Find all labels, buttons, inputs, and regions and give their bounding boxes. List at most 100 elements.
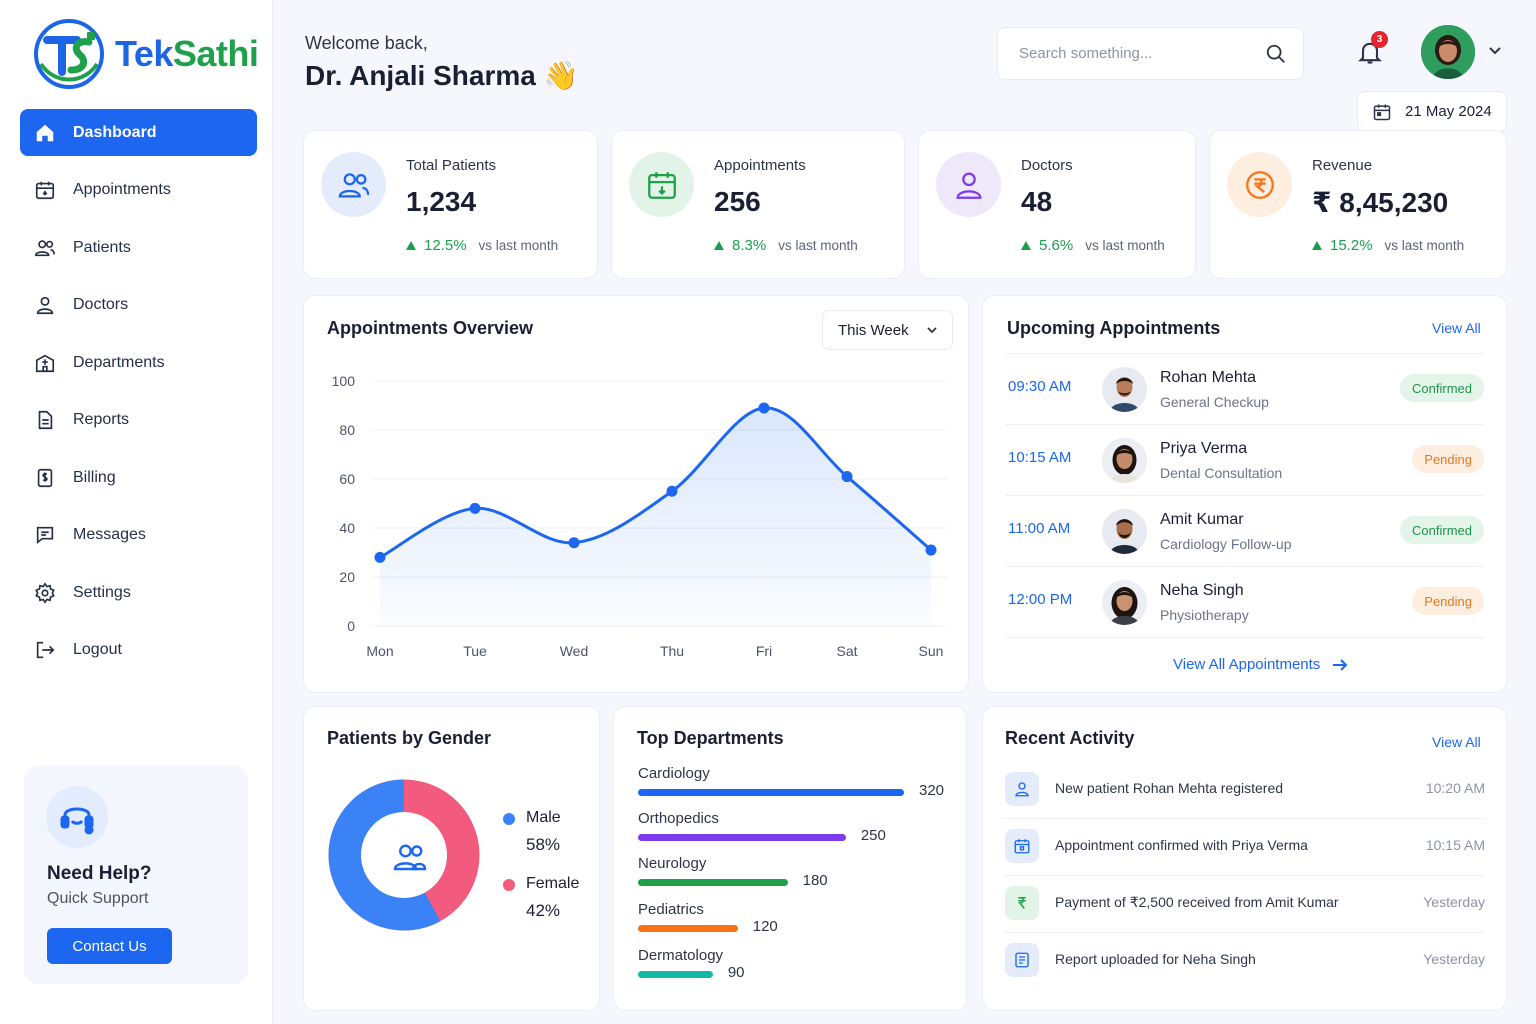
period-select-value: This Week [838, 321, 909, 339]
activity-row[interactable]: Report uploaded for Neha Singh Yesterday [1003, 933, 1485, 990]
sidebar-item-appointments[interactable]: Appointments [20, 167, 257, 214]
male-legend-dot [503, 813, 515, 825]
chart-point[interactable] [666, 485, 678, 497]
brand-logo[interactable]: TekSathi [33, 18, 259, 90]
appointments-overview-card: Appointments Overview This Week 0 20 40 60 8… [303, 295, 969, 693]
patient-name: Amit Kumar [1160, 511, 1244, 528]
appointment-type: General Checkup [1160, 394, 1269, 410]
calendar-icon [1373, 104, 1391, 120]
gear-icon [35, 581, 55, 604]
department-name: Pediatrics [638, 901, 704, 918]
stat-compare: vs last month [778, 238, 858, 253]
sidebar-item-dashboard[interactable]: Dashboard [20, 109, 257, 156]
status-badge: Pending [1412, 445, 1484, 473]
stat-card-revenue[interactable]: Revenue ₹ 8,45,230 15.2% vs last month [1209, 130, 1507, 279]
department-bar [638, 834, 846, 841]
sidebar-item-logout[interactable]: Logout [20, 627, 257, 674]
y-tick-label: 20 [339, 569, 355, 585]
sidebar-item-label: Departments [73, 353, 165, 371]
chevron-down-icon[interactable] [1488, 46, 1502, 56]
sidebar-item-settings[interactable]: Settings [20, 569, 257, 616]
stat-compare: vs last month [1085, 238, 1165, 253]
arrow-right-icon [1333, 658, 1348, 671]
stat-label: Revenue [1312, 157, 1373, 174]
department-name: Neurology [638, 855, 707, 872]
appointment-type: Physiotherapy [1160, 607, 1249, 623]
sidebar-item-departments[interactable]: Departments [20, 339, 257, 386]
chart-point[interactable] [374, 551, 386, 563]
sidebar-item-label: Doctors [73, 296, 129, 313]
search-box[interactable] [997, 27, 1304, 80]
department-value: 180 [802, 872, 828, 889]
upcoming-title: Upcoming Appointments [1007, 318, 1221, 338]
chart-point[interactable] [568, 537, 580, 549]
upcoming-view-all-link[interactable]: View All [1432, 320, 1481, 336]
search-input[interactable] [1019, 45, 1249, 62]
sidebar-item-doctors[interactable]: Doctors [20, 282, 257, 329]
chart-point[interactable] [925, 544, 937, 556]
doctor-name: Dr. Anjali Sharma [305, 60, 536, 91]
patient-name: Neha Singh [1160, 582, 1244, 599]
chart-point[interactable] [758, 402, 770, 414]
brand-name: TekSathi [115, 33, 259, 75]
x-tick-label: Mon [366, 643, 393, 659]
users-icon [35, 239, 55, 256]
bell-icon[interactable] [1356, 38, 1384, 66]
stat-card-doctors[interactable]: Doctors 48 5.6% vs last month [918, 130, 1196, 279]
appointment-row[interactable]: 10:15 AM Priya Verma Dental Consultation… [1005, 425, 1484, 496]
activity-row[interactable]: Appointment confirmed with Priya Verma 1… [1003, 819, 1485, 876]
activity-row[interactable]: Payment of ₹2,500 received from Amit Kum… [1003, 876, 1485, 933]
avatar[interactable] [1421, 25, 1475, 79]
sidebar-item-billing[interactable]: Billing [20, 454, 257, 501]
male-value: 58% [526, 835, 561, 854]
stat-change-value: 15.2% [1330, 237, 1373, 254]
female-value: 42% [526, 901, 561, 920]
stat-card-patients[interactable]: Total Patients 1,234 12.5% vs last month [303, 130, 598, 279]
stat-value: 256 [714, 186, 761, 217]
stat-value: 1,234 [406, 186, 477, 217]
divider [1005, 353, 1484, 354]
stat-change: 5.6% vs last month [1021, 237, 1165, 254]
contact-us-button[interactable]: Contact Us [47, 928, 172, 964]
y-tick-label: 0 [347, 618, 355, 634]
view-all-appointments-link[interactable]: View All Appointments [1173, 656, 1348, 673]
view-all-appointments-label: View All Appointments [1173, 656, 1321, 673]
period-select[interactable]: This Week [822, 310, 953, 350]
help-title: Need Help? [47, 863, 152, 884]
user-icon [36, 296, 54, 315]
chart-point[interactable] [469, 502, 481, 514]
department-name: Dermatology [638, 947, 724, 964]
appointment-time: 09:30 AM [1008, 378, 1072, 395]
appointment-row[interactable]: 09:30 AM Rohan Mehta General Checkup Con… [1005, 354, 1484, 425]
department-value: 250 [860, 827, 886, 844]
gender-card: Patients by Gender Male 58% Female 42% [303, 706, 600, 1011]
rupee-icon [1005, 886, 1039, 920]
activity-title: Recent Activity [1005, 728, 1135, 748]
x-tick-label: Sun [919, 643, 944, 659]
activity-text: Report uploaded for Neha Singh [1055, 951, 1256, 967]
activity-view-all-link[interactable]: View All [1432, 734, 1481, 750]
activity-row[interactable]: New patient Rohan Mehta registered 10:20… [1003, 762, 1485, 819]
home-icon [36, 124, 54, 141]
date-picker[interactable]: 21 May 2024 [1357, 91, 1507, 132]
chart-area-fill [380, 407, 931, 626]
sidebar-item-messages[interactable]: Messages [20, 512, 257, 559]
document-icon [38, 410, 53, 430]
sidebar-item-reports[interactable]: Reports [20, 397, 257, 444]
sidebar-item-patients[interactable]: Patients [20, 224, 257, 271]
appointment-row[interactable]: 12:00 PM Neha Singh Physiotherapy Pendin… [1005, 567, 1484, 638]
department-name: Orthopedics [638, 810, 719, 827]
x-tick-label: Tue [463, 643, 487, 659]
activity-time: Yesterday [1423, 951, 1485, 967]
wave-icon: 👋 [543, 60, 579, 91]
y-tick-label: 100 [332, 373, 356, 389]
avatar [1102, 509, 1147, 554]
male-label: Male [526, 809, 561, 826]
chart-point[interactable] [841, 471, 853, 483]
appointment-row[interactable]: 11:00 AM Amit Kumar Cardiology Follow-up… [1005, 496, 1484, 567]
stat-card-appointments[interactable]: Appointments 256 8.3% vs last month [611, 130, 905, 279]
search-icon[interactable] [1265, 43, 1287, 65]
brand-name-part2: Sathi [172, 33, 259, 74]
departments-card: Top Departments Cardiology 320 Orthopedics… [613, 706, 967, 1011]
users-icon [392, 839, 428, 875]
